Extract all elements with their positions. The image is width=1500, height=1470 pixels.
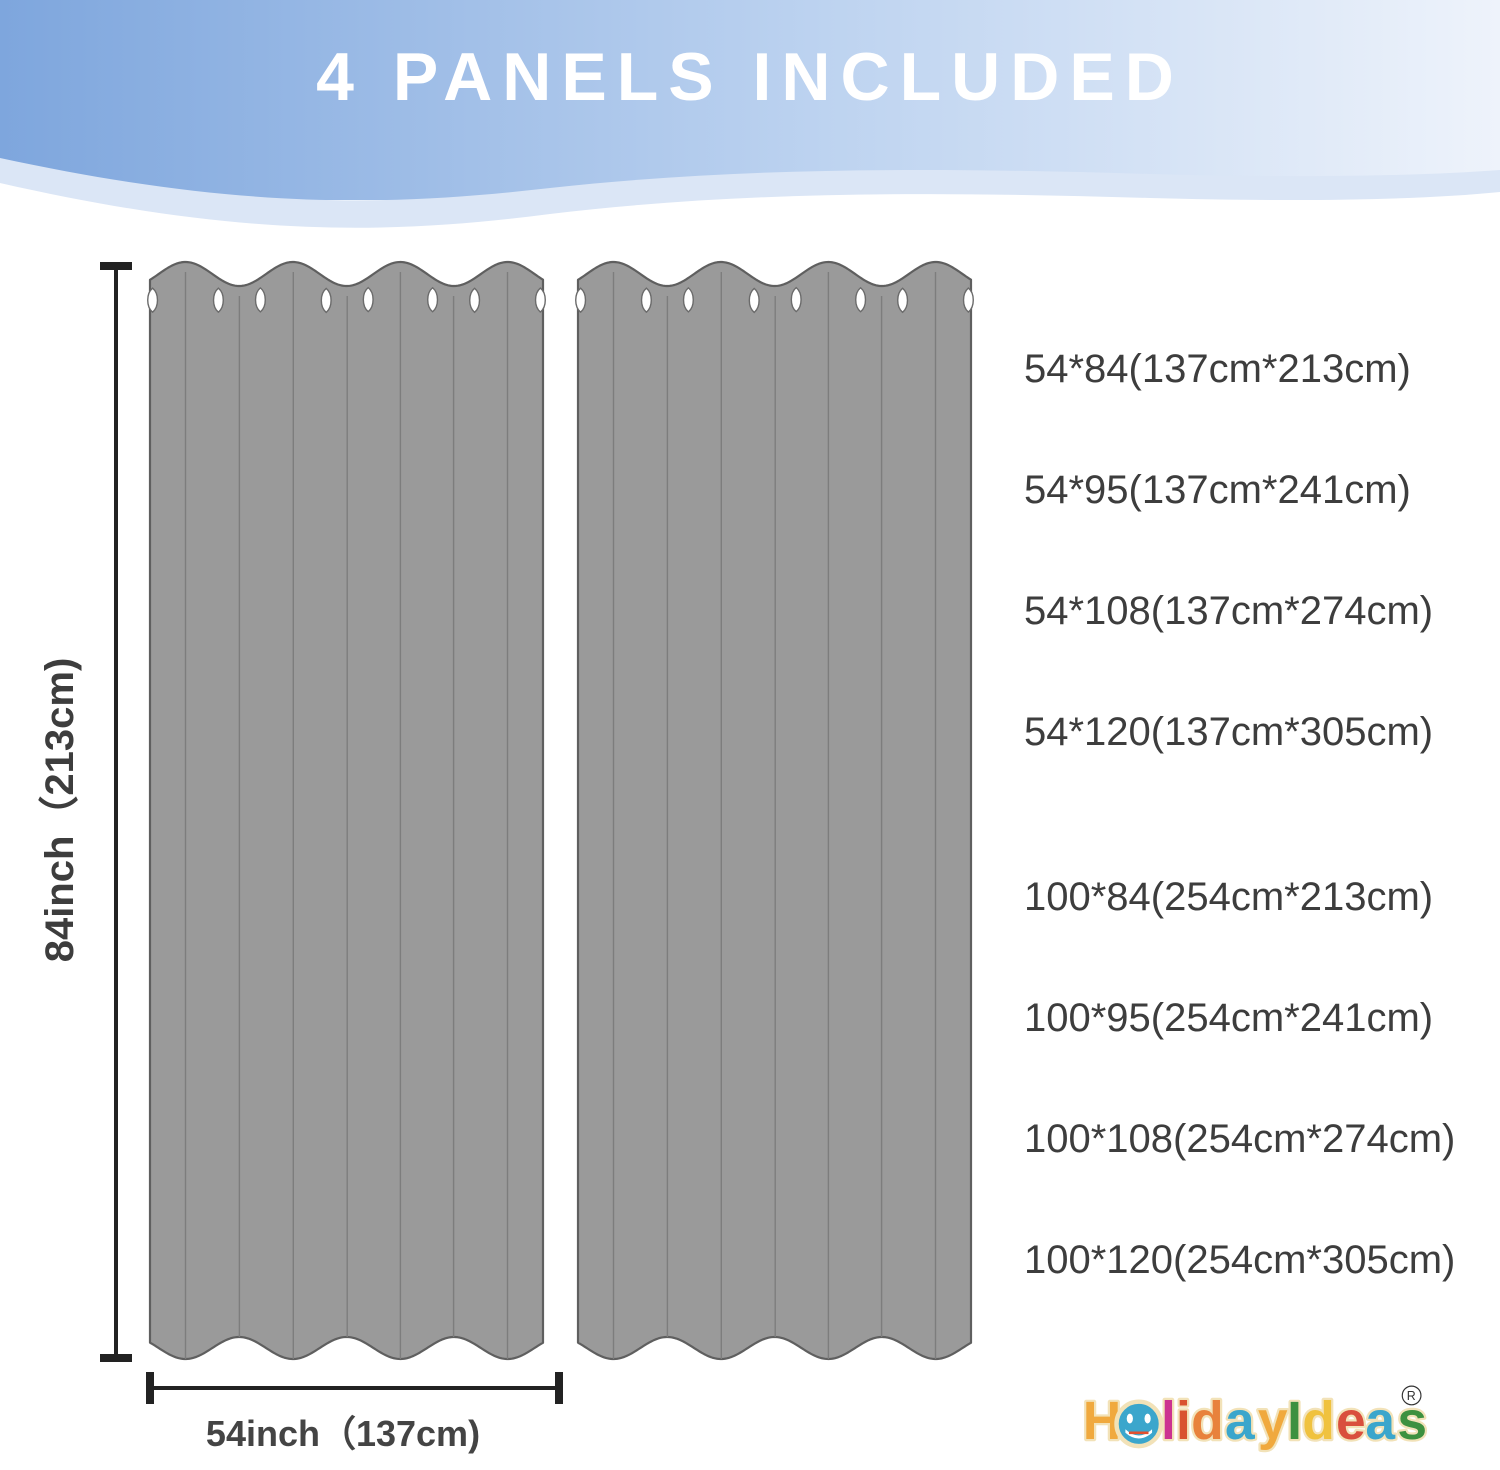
svg-text:R: R [1407, 1389, 1416, 1403]
svg-text:y: y [1258, 1392, 1288, 1451]
svg-text:e: e [1336, 1392, 1366, 1451]
svg-text:i: i [1176, 1392, 1191, 1451]
svg-text:d: d [1302, 1392, 1335, 1451]
svg-text:d: d [1191, 1392, 1224, 1451]
svg-text:a: a [1225, 1392, 1255, 1451]
svg-text:a: a [1365, 1392, 1395, 1451]
svg-text:I: I [1287, 1392, 1302, 1451]
svg-text:l: l [1161, 1392, 1176, 1451]
